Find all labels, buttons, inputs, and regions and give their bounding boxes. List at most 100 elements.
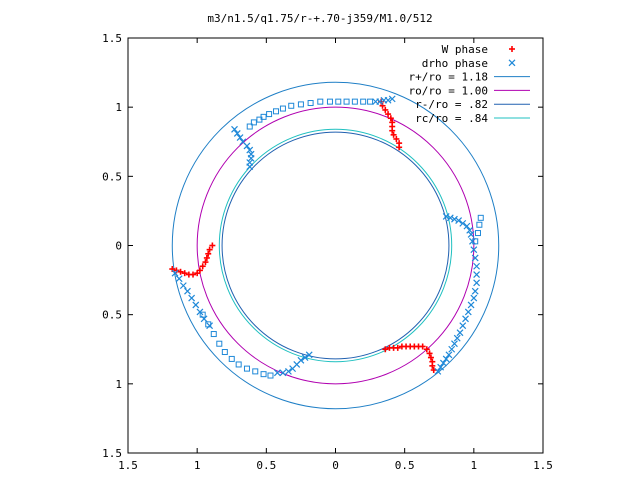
point-series-1 (305, 351, 313, 359)
y-tick-label: 0.5 (102, 309, 122, 322)
point-series-0 (429, 362, 436, 369)
point-series-1 (243, 142, 251, 150)
point-series-0 (202, 259, 209, 266)
y-tick-label: 1 (115, 378, 122, 391)
point-series-2 (335, 98, 342, 105)
point-series-0 (427, 354, 434, 361)
legend-label: ro/ro = 1.00 (409, 84, 488, 97)
point-series-2 (252, 368, 259, 375)
x-tick-label: 0 (332, 459, 339, 472)
point-series-0 (393, 135, 400, 142)
point-series-0 (196, 267, 203, 274)
point-series-1 (437, 363, 445, 371)
legend-label: r+/ro = 1.18 (409, 71, 488, 84)
point-series-1 (445, 351, 453, 359)
y-tick-label: 1.5 (102, 447, 122, 460)
point-series-0 (396, 144, 403, 151)
point-series-1 (448, 345, 456, 353)
point-series-2 (266, 111, 273, 118)
point-series-2 (228, 355, 235, 362)
point-series-1 (175, 275, 183, 283)
point-series-1 (462, 315, 469, 323)
point-series-1 (297, 356, 305, 364)
point-series-2 (351, 98, 358, 105)
point-series-1 (247, 154, 255, 162)
point-series-2 (260, 113, 267, 120)
point-series-0 (382, 346, 389, 353)
point-series-1 (470, 246, 478, 254)
point-series-1 (273, 369, 281, 377)
point-series-2 (246, 123, 253, 130)
point-series-2 (326, 98, 333, 105)
x-tick-label: 0.5 (256, 459, 276, 472)
point-series-1 (376, 98, 384, 106)
point-series-1 (301, 354, 309, 361)
point-series-2 (250, 119, 257, 126)
point-series-1 (467, 231, 475, 238)
point-series-1 (384, 96, 392, 104)
point-series-0 (426, 350, 433, 357)
point-series-0 (209, 242, 216, 249)
point-series-0 (190, 271, 197, 278)
chart-title: m3/n1.5/q1.75/r-+.70-j359/M1.0/512 (207, 12, 432, 25)
circle-r-1 (196, 106, 475, 385)
axis-ticks: 1.5 1 0.5 0 0.5 1 1.51.510.500.511.5 (102, 32, 553, 472)
point-series-1 (179, 282, 187, 290)
y-tick-label: 0.5 (102, 170, 122, 183)
point-series-1 (192, 301, 200, 309)
point-series-1 (279, 369, 287, 377)
legend-marker (509, 46, 515, 52)
point-series-0 (205, 250, 212, 257)
point-series-0 (385, 111, 392, 118)
point-series-1 (467, 301, 475, 309)
point-series-1 (184, 287, 191, 295)
point-series-2 (243, 365, 250, 372)
point-series-1 (442, 213, 450, 220)
circle-r-0_82 (221, 131, 450, 360)
point-series-2 (267, 372, 274, 379)
point-series-1 (470, 294, 478, 302)
y-tick-label: 1.5 (102, 32, 122, 45)
point-series-2 (210, 331, 217, 338)
point-series-2 (360, 98, 367, 105)
point-series-2 (216, 340, 223, 347)
point-series-2 (307, 100, 314, 107)
point-series-0 (382, 106, 389, 113)
x-tick-label: 0.5 (395, 459, 415, 472)
point-series-1 (451, 340, 458, 348)
point-series-1 (473, 279, 481, 287)
point-series-1 (451, 215, 458, 223)
point-series-1 (446, 214, 454, 222)
point-series-0 (181, 270, 188, 277)
point-series-1 (434, 367, 442, 375)
point-series-2 (279, 105, 286, 112)
point-series-0 (419, 343, 426, 350)
point-series-2 (343, 98, 350, 105)
point-series-2 (235, 361, 242, 368)
x-tick-label: 1 (471, 459, 478, 472)
point-series-2 (288, 102, 295, 109)
legend-marker (508, 59, 516, 67)
point-series-1 (188, 294, 196, 302)
point-series-1 (453, 334, 461, 342)
point-series-2 (477, 214, 484, 221)
point-series-2 (260, 371, 267, 378)
point-series-1 (439, 359, 447, 367)
point-series-2 (476, 221, 483, 228)
point-series-1 (459, 219, 467, 227)
data-marks (169, 95, 484, 379)
point-series-1 (236, 134, 244, 142)
x-tick-label: 1 (194, 459, 201, 472)
point-series-1 (473, 271, 481, 278)
circle-r-0_84 (218, 128, 453, 363)
point-series-2 (205, 321, 212, 328)
point-series-1 (442, 355, 450, 363)
point-series-2 (221, 349, 228, 356)
point-series-1 (171, 269, 179, 277)
point-series-0 (387, 115, 394, 122)
point-series-2 (472, 238, 479, 245)
point-series-0 (390, 131, 397, 138)
point-series-1 (455, 217, 463, 225)
point-series-0 (199, 263, 206, 270)
